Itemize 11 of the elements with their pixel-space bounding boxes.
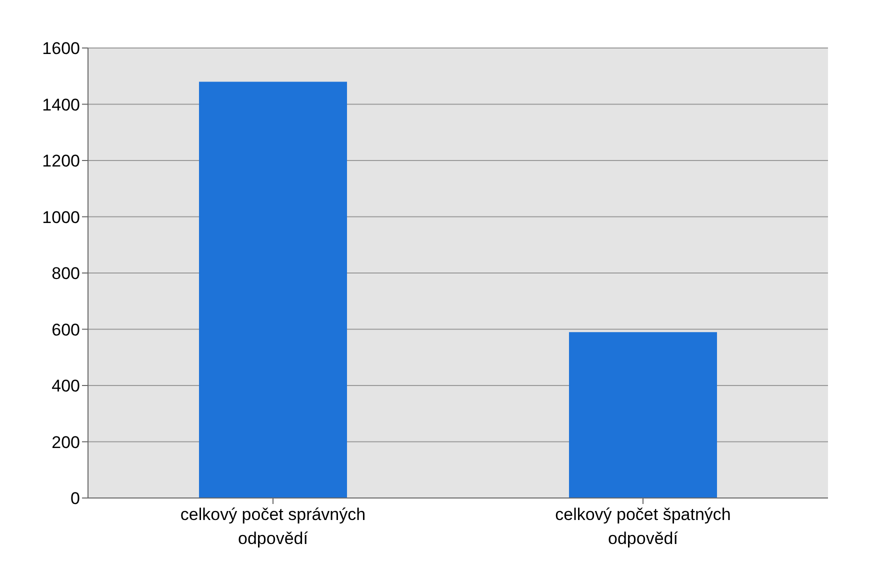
y-tick-label: 200 <box>52 432 80 452</box>
y-tick-label: 800 <box>52 264 80 284</box>
y-tick-label: 400 <box>52 376 80 396</box>
y-tick-label: 1600 <box>42 39 80 58</box>
y-tick-label: 600 <box>52 320 80 340</box>
y-tick-label: 1200 <box>42 152 80 171</box>
y-tick-label: 1400 <box>42 95 80 114</box>
x-tick-label: celkový počet správných odpovědí <box>180 505 366 548</box>
y-tick-label: 0 <box>70 489 80 508</box>
y-tick-label: 1000 <box>42 208 80 227</box>
x-tick-label: celkový počet špatných odpovědí <box>555 505 731 548</box>
